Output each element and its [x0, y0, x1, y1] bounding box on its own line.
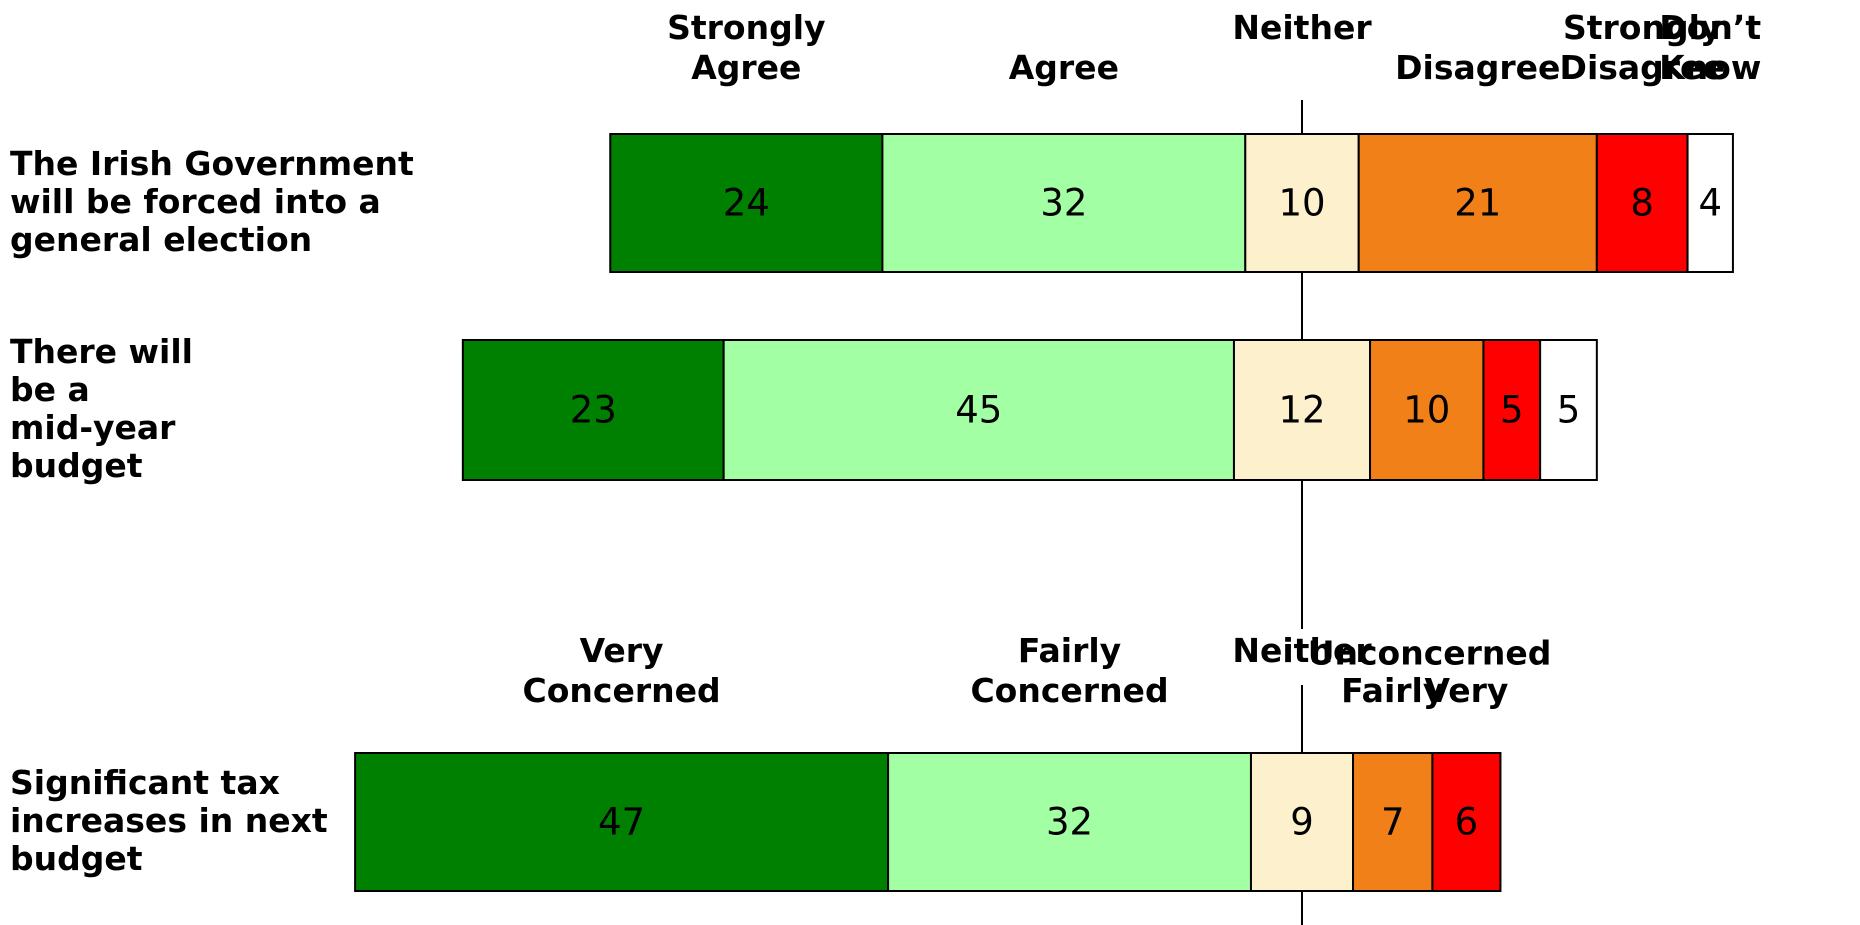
bar-segment: [722, 339, 1235, 481]
legend-label: Strongly Disagree: [1560, 8, 1725, 87]
category-label: There will be a mid-year budget: [10, 332, 193, 485]
value-label: 23: [570, 389, 617, 432]
value-label: 7: [1381, 801, 1405, 844]
value-label: 5: [1500, 389, 1524, 432]
legend-label: Strongly Agree: [667, 8, 825, 87]
value-label: 6: [1455, 801, 1479, 844]
bar-segment: [1539, 339, 1598, 481]
bar-segment: [887, 752, 1252, 892]
value-label: 5: [1557, 389, 1581, 432]
bar-segment: [354, 752, 890, 892]
bar-segment: [1431, 752, 1502, 892]
bar-segment: [609, 133, 884, 273]
value-label: 32: [1040, 182, 1087, 225]
legend-label: Neither: [1232, 8, 1372, 47]
value-label: 21: [1454, 182, 1501, 225]
legend-label: Very Concerned: [523, 631, 721, 710]
legend-label: Agree: [1009, 48, 1119, 87]
legend-label: Don’t Know: [1659, 8, 1761, 87]
bar-segment: [1482, 339, 1542, 481]
legend-label: Very: [1424, 671, 1508, 710]
value-label: 32: [1046, 801, 1093, 844]
bar-segment: [881, 133, 1247, 273]
bar-segment: [1369, 339, 1485, 481]
value-label: 8: [1630, 182, 1654, 225]
category-label: The Irish Government will be forced into …: [10, 144, 414, 259]
value-label: 4: [1698, 182, 1722, 225]
category-label: Significant tax increases in next budget: [10, 763, 328, 878]
value-label: 9: [1290, 801, 1314, 844]
value-label: 12: [1278, 389, 1325, 432]
legend-label: Fairly: [1341, 671, 1444, 710]
bar-segment: [461, 339, 725, 481]
bar-segment: [1249, 752, 1355, 892]
bar-segment: [1686, 133, 1734, 273]
legend-label: Neither: [1232, 631, 1372, 670]
value-label: 24: [723, 182, 770, 225]
bar-segment: [1244, 133, 1360, 273]
bar-segment: [1357, 133, 1598, 273]
bar-segment: [1232, 339, 1372, 481]
legend-label: Disagree: [1395, 48, 1560, 87]
value-label: 10: [1278, 182, 1325, 225]
value-label: 10: [1403, 389, 1450, 432]
bar-segment: [1352, 752, 1434, 892]
value-label: 47: [598, 801, 645, 844]
legend-label: Fairly Concerned: [970, 631, 1168, 710]
legend-subheading: Unconcerned: [1308, 634, 1552, 673]
value-label: 45: [955, 389, 1002, 432]
